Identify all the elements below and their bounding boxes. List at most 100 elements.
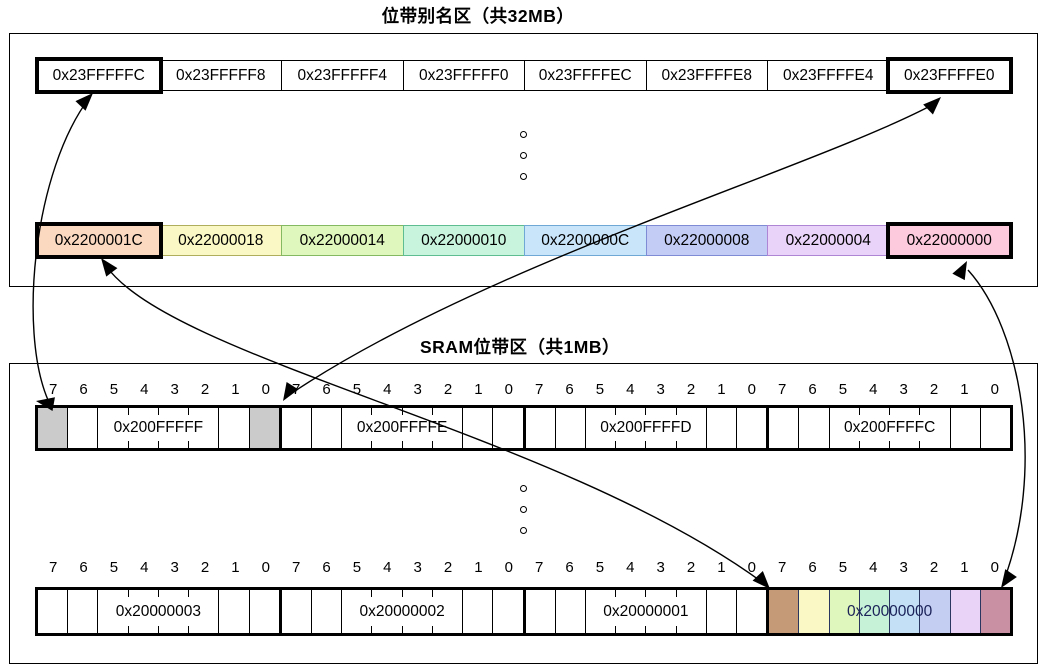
alias-word-cell: 0x2200001C [35, 222, 163, 259]
bit-number-label: 3 [899, 559, 908, 576]
bit-number-label: 5 [838, 559, 848, 576]
bit-cell [371, 408, 402, 448]
bit-cell [584, 590, 616, 633]
bit-number-label: 6 [808, 381, 817, 398]
bit-number-label: 1 [960, 381, 969, 398]
bit-number-label: 0 [990, 381, 999, 398]
bit-number-label: 7 [292, 381, 301, 398]
bit-label-group: 7 6 5 4 3 2 1 0 [281, 559, 524, 577]
byte-group: 0x200FFFFC [766, 408, 1010, 448]
byte-group: 0x20000003 [38, 590, 279, 633]
bit-number-label: 6 [322, 381, 331, 398]
bit-number-label: 3 [413, 381, 422, 398]
byte-group: 0x200FFFFF [38, 408, 279, 448]
bit-number-label: 2 [686, 559, 696, 576]
bit-label-group: 7 6 5 4 3 2 1 0 [767, 559, 1010, 577]
bit-cell [645, 408, 676, 448]
dot [520, 152, 527, 159]
bit-cell [828, 408, 859, 448]
bit-cell [401, 590, 432, 633]
bit-label-group: 7 6 5 4 3 2 1 0 [38, 559, 281, 577]
bit-cell [431, 408, 463, 448]
bit-number-label: 7 [49, 381, 58, 398]
bit-number-label: 0 [261, 559, 270, 576]
bit-cell [889, 408, 920, 448]
alias-word-cell: 0x23FFFFF4 [281, 60, 404, 91]
sram-byte-row-top: 0x200FFFFF 0x200FFFFE 0x200FFFFD 0x200FFFFC [35, 405, 1013, 451]
alias-region-title: 位带别名区（共32MB） [381, 6, 575, 26]
bit-label-group: 7 6 5 4 3 2 1 0 [524, 381, 767, 399]
alias-word-cell: 0x22000010 [402, 225, 525, 256]
dot [520, 485, 527, 492]
bit-number-label: 5 [352, 381, 362, 398]
bit-number-label: 2 [686, 381, 696, 398]
bit-cell [157, 590, 189, 633]
bit-number-labels-bottom: 7 6 5 4 3 2 1 0 7 6 5 4 3 2 1 0 7 6 5 4 3 2 1 0 7 6 5 4 3 2 1 0 [38, 559, 1010, 577]
bit-number-label: 6 [79, 559, 88, 576]
bit-number-label: 4 [383, 559, 392, 576]
bit-cell [979, 590, 1010, 633]
bit-cell [218, 590, 249, 633]
bit-number-label: 2 [443, 559, 453, 576]
bit-number-label: 3 [170, 381, 179, 398]
bit-number-label: 3 [170, 559, 179, 576]
byte-group: 0x200FFFFE [278, 408, 523, 448]
bit-cell [67, 590, 98, 633]
alias-ellipsis-dots [520, 131, 527, 180]
bit-cell [584, 408, 616, 448]
dot [520, 527, 527, 534]
bit-cell [736, 408, 767, 448]
bit-cell [157, 408, 189, 448]
bit-cell [525, 408, 555, 448]
bit-number-label: 6 [322, 559, 331, 576]
bit-cell [248, 590, 279, 633]
bit-cell [218, 408, 249, 448]
bit-number-label: 1 [231, 381, 240, 398]
bit-cell [431, 590, 463, 633]
bit-cell [675, 408, 706, 448]
bit-number-label: 3 [656, 381, 665, 398]
bit-number-label: 7 [778, 381, 787, 398]
bit-number-label: 2 [929, 559, 939, 576]
alias-word-cell: 0x23FFFFE8 [645, 60, 768, 91]
bit-number-label: 5 [109, 559, 119, 576]
bit-cell [525, 590, 555, 633]
bit-cell [341, 590, 372, 633]
bit-cell [858, 408, 890, 448]
byte-group: 0x200FFFFD [522, 408, 767, 448]
dot [520, 506, 527, 513]
bit-cell [38, 408, 68, 448]
sram-byte-row-bottom: 0x20000003 0x20000002 0x20000001 0x20000000 [35, 587, 1013, 636]
bit-number-label: 1 [960, 559, 969, 576]
bit-cell [919, 408, 950, 448]
bit-number-label: 0 [747, 381, 756, 398]
bit-number-label: 1 [474, 381, 483, 398]
bit-number-label: 0 [504, 559, 513, 576]
bit-cell [554, 408, 585, 448]
bit-number-label: 5 [109, 381, 119, 398]
bit-number-label: 7 [292, 559, 301, 576]
bit-cell [371, 590, 402, 633]
bit-number-label: 5 [838, 381, 848, 398]
bit-cell [127, 590, 158, 633]
sram-ellipsis-dots [520, 485, 527, 534]
bit-number-label: 5 [595, 559, 605, 576]
bit-number-label: 1 [474, 559, 483, 576]
bit-cell [858, 590, 890, 633]
bit-number-label: 4 [140, 559, 149, 576]
bit-number-label: 3 [413, 559, 422, 576]
alias-word-cell: 0x22000008 [645, 225, 768, 256]
alias-word-cell: 0x23FFFFF0 [402, 60, 525, 91]
bit-cell [97, 408, 128, 448]
bit-number-label: 6 [565, 381, 574, 398]
bit-number-label: 5 [352, 559, 362, 576]
bit-cell [462, 590, 493, 633]
bit-cell [798, 408, 829, 448]
bit-number-label: 0 [747, 559, 756, 576]
bit-cell [949, 408, 980, 448]
bit-cell [67, 408, 98, 448]
alias-word-row: 0x23FFFFFC 0x23FFFFF8 0x23FFFFF4 0x23FFFFF0… [35, 57, 1013, 94]
bit-label-group: 7 6 5 4 3 2 1 0 [38, 381, 281, 399]
bit-cell [492, 590, 523, 633]
